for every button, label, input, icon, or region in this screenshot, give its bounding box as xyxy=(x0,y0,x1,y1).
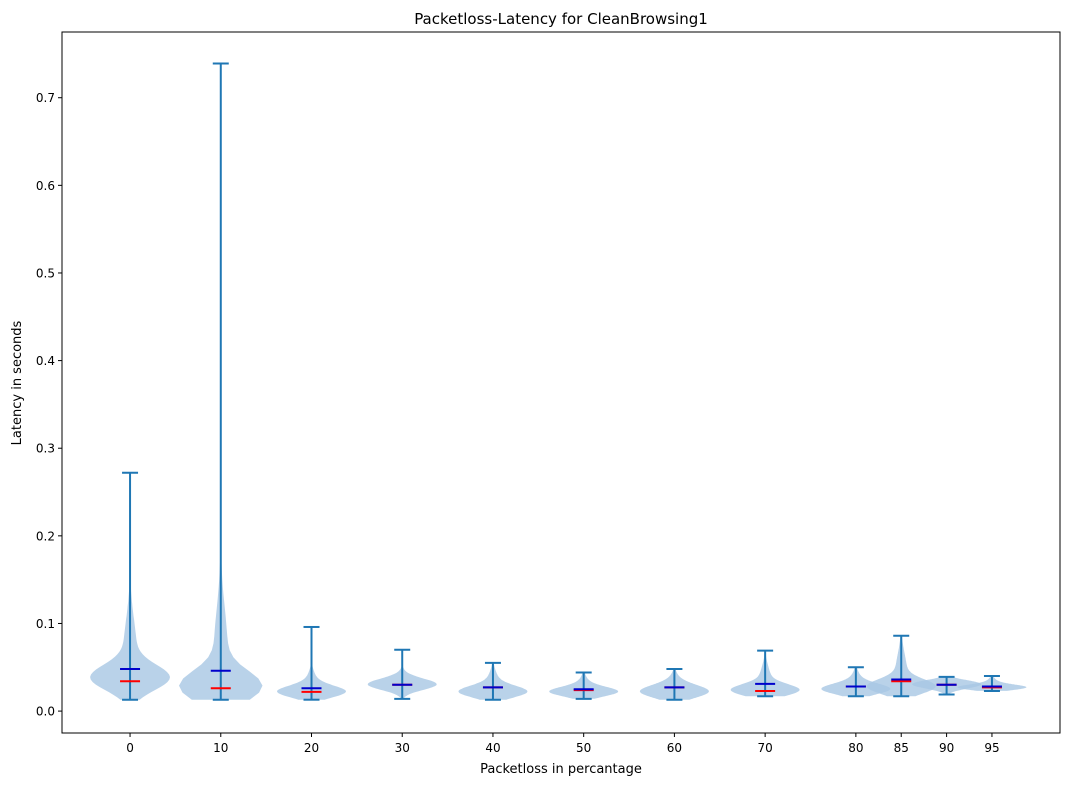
y-tick-label: 0.4 xyxy=(36,354,55,368)
violin-10 xyxy=(179,62,263,701)
x-tick-label: 10 xyxy=(213,741,228,755)
x-tick-label: 20 xyxy=(304,741,319,755)
violin-40 xyxy=(458,661,528,701)
x-tick-label: 95 xyxy=(984,741,999,755)
axes-frame xyxy=(61,31,1061,734)
y-tick-label: 0.3 xyxy=(36,442,55,456)
x-axis-label: Packetloss in percantage xyxy=(480,762,642,777)
x-tick-label: 60 xyxy=(667,741,682,755)
violin-50 xyxy=(549,671,619,700)
x-tick-label: 0 xyxy=(126,741,134,755)
x-tick-label: 90 xyxy=(939,741,954,755)
violin-90 xyxy=(912,675,982,696)
y-tick-label: 0.2 xyxy=(36,529,55,543)
violin-85 xyxy=(866,634,936,698)
x-tick-label: 70 xyxy=(757,741,772,755)
violin-30 xyxy=(367,648,437,700)
violin-60 xyxy=(639,668,709,701)
x-tick-label: 80 xyxy=(848,741,863,755)
x-axis: 0 10 20 30 40 50 60 70 80 85 90 95 xyxy=(126,733,1000,755)
y-tick-label: 0.7 xyxy=(36,91,55,105)
y-tick-label: 0.5 xyxy=(36,266,55,280)
y-tick-label: 0.6 xyxy=(36,179,55,193)
x-tick-label: 85 xyxy=(894,741,909,755)
violin-0 xyxy=(90,471,170,701)
y-axis: 0.0 0.1 0.2 0.3 0.4 0.5 0.6 0.7 xyxy=(36,91,62,719)
y-tick-label: 0.0 xyxy=(36,705,55,719)
x-tick-label: 30 xyxy=(395,741,410,755)
x-tick-label: 40 xyxy=(485,741,500,755)
plot-area xyxy=(90,62,1027,701)
violin-20 xyxy=(277,625,346,701)
x-tick-label: 50 xyxy=(576,741,591,755)
y-tick-label: 0.1 xyxy=(36,617,55,631)
violin-70 xyxy=(730,649,800,698)
y-axis-label: Latency in seconds xyxy=(10,320,25,445)
chart-title: Packetloss-Latency for CleanBrowsing1 xyxy=(414,10,708,28)
violin-95 xyxy=(957,675,1027,692)
